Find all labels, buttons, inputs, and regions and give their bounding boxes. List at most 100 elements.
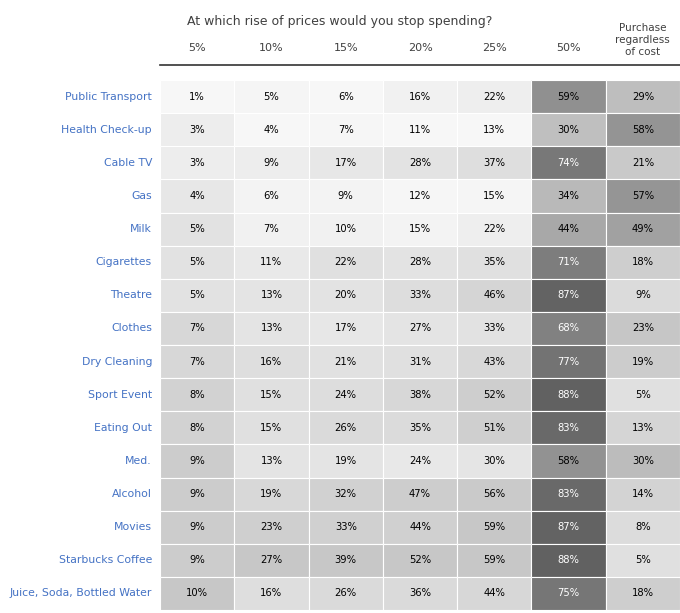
Bar	[532, 444, 606, 478]
Text: 44%: 44%	[409, 522, 431, 532]
Bar	[309, 378, 383, 411]
Bar	[160, 577, 235, 610]
Bar	[606, 80, 680, 113]
Text: 5%: 5%	[189, 291, 205, 300]
Bar	[383, 113, 457, 147]
Bar	[457, 544, 532, 577]
Bar	[235, 444, 309, 478]
Bar	[606, 113, 680, 147]
Bar	[383, 345, 457, 378]
Bar	[309, 511, 383, 544]
Bar	[457, 511, 532, 544]
Bar	[606, 180, 680, 213]
Bar	[383, 312, 457, 345]
Text: 3%: 3%	[189, 124, 205, 135]
Bar	[457, 180, 532, 213]
Bar	[532, 478, 606, 511]
Bar	[606, 345, 680, 378]
Text: 7%: 7%	[189, 357, 205, 367]
Text: 20%: 20%	[335, 291, 357, 300]
Bar	[457, 113, 532, 147]
Text: 16%: 16%	[260, 357, 282, 367]
Text: 25%: 25%	[482, 43, 507, 53]
Bar	[606, 246, 680, 279]
Text: 9%: 9%	[189, 555, 205, 565]
Bar	[160, 279, 235, 312]
Text: 39%: 39%	[335, 555, 357, 565]
Text: 58%: 58%	[558, 456, 579, 466]
Bar	[532, 180, 606, 213]
Text: 8%: 8%	[189, 423, 205, 433]
Bar	[457, 80, 532, 113]
Bar	[606, 478, 680, 511]
Text: Eating Out: Eating Out	[94, 423, 152, 433]
Text: 21%: 21%	[335, 357, 357, 367]
Bar	[235, 378, 309, 411]
Bar	[160, 213, 235, 246]
Bar	[160, 378, 235, 411]
Text: 46%: 46%	[483, 291, 505, 300]
Bar	[235, 411, 309, 444]
Text: Cigarettes: Cigarettes	[96, 257, 152, 267]
Bar	[532, 511, 606, 544]
Bar	[532, 444, 606, 478]
Text: 9%: 9%	[264, 158, 279, 168]
Text: 22%: 22%	[483, 224, 505, 234]
Bar	[606, 279, 680, 312]
Bar	[309, 444, 383, 478]
Text: 5%: 5%	[635, 555, 651, 565]
Bar	[457, 113, 532, 147]
Text: 7%: 7%	[338, 124, 354, 135]
Text: Clothes: Clothes	[111, 324, 152, 333]
Text: 26%: 26%	[335, 588, 357, 598]
Bar	[606, 147, 680, 180]
Bar	[235, 312, 309, 345]
Text: 6%: 6%	[338, 91, 354, 102]
Bar	[160, 544, 235, 577]
Text: 30%: 30%	[483, 456, 505, 466]
Text: 35%: 35%	[409, 423, 431, 433]
Bar	[160, 411, 235, 444]
Bar	[309, 577, 383, 610]
Text: 20%: 20%	[407, 43, 432, 53]
Text: 9%: 9%	[635, 291, 651, 300]
Text: 7%: 7%	[264, 224, 279, 234]
Bar	[383, 411, 457, 444]
Bar	[309, 147, 383, 180]
Bar	[606, 312, 680, 345]
Text: 11%: 11%	[260, 257, 282, 267]
Text: Public Transport: Public Transport	[65, 91, 152, 102]
Bar	[532, 411, 606, 444]
Bar	[309, 544, 383, 577]
Bar	[235, 180, 309, 213]
Text: 5%: 5%	[188, 43, 206, 53]
Bar	[235, 80, 309, 113]
Bar	[606, 113, 680, 147]
Text: 19%: 19%	[260, 489, 282, 499]
Text: 18%: 18%	[632, 588, 654, 598]
Bar	[457, 345, 532, 378]
Text: 38%: 38%	[409, 390, 431, 400]
Bar	[309, 345, 383, 378]
Bar	[606, 444, 680, 478]
Text: 37%: 37%	[483, 158, 505, 168]
Bar	[532, 345, 606, 378]
Bar	[383, 577, 457, 610]
Bar	[235, 577, 309, 610]
Bar	[606, 345, 680, 378]
Text: 15%: 15%	[333, 43, 358, 53]
Bar	[532, 80, 606, 113]
Bar	[235, 312, 309, 345]
Text: 15%: 15%	[260, 423, 282, 433]
Bar	[309, 345, 383, 378]
Text: 59%: 59%	[558, 91, 579, 102]
Bar	[235, 544, 309, 577]
Bar	[160, 246, 235, 279]
Text: 47%: 47%	[409, 489, 431, 499]
Bar	[532, 577, 606, 610]
Bar	[309, 113, 383, 147]
Bar	[383, 345, 457, 378]
Text: 33%: 33%	[483, 324, 505, 333]
Bar	[235, 577, 309, 610]
Bar	[309, 180, 383, 213]
